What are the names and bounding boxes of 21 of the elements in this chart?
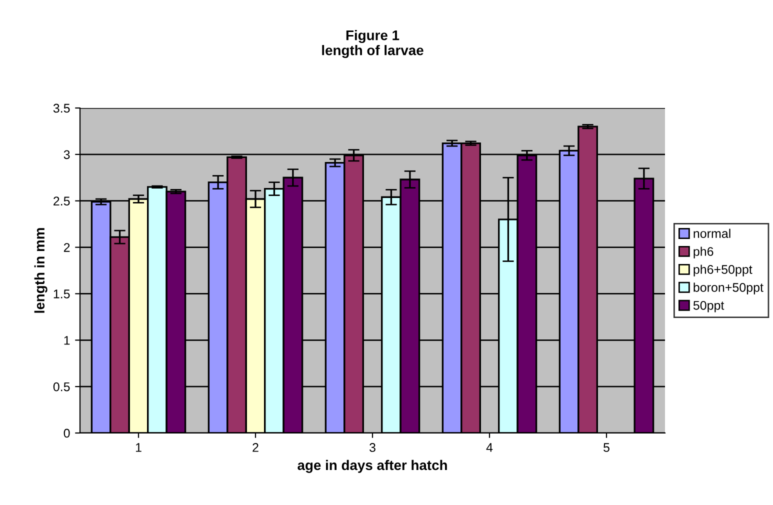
legend-label: normal	[694, 228, 730, 238]
y-tick-label: 3	[64, 150, 70, 160]
legend-label: ph6+50ppt	[694, 264, 752, 276]
legend-label: 50ppt	[693, 300, 724, 312]
chart-title: Figure 1 length of larvae	[322, 30, 424, 58]
x-tick-label: 4	[486, 443, 493, 452]
legend-label: ph6	[694, 246, 714, 258]
y-tick-label: 0.5	[53, 382, 70, 392]
y-tick-label: 2.5	[54, 196, 70, 206]
y-axis-title: length in mm	[34, 228, 48, 313]
y-tick-label: 1	[64, 336, 70, 345]
x-tick-label: 2	[252, 443, 258, 452]
y-tick-label: 3.5	[53, 104, 70, 113]
x-tick-label: 1	[136, 443, 142, 452]
x-tick-label: 3	[370, 443, 376, 452]
x-tick-label: 5	[604, 443, 610, 452]
y-tick-label: 2	[64, 243, 70, 252]
legend-label: boron+50ppt	[694, 282, 764, 294]
y-tick-label: 1.5	[54, 290, 70, 298]
y-tick-label: 0	[64, 428, 70, 438]
x-axis-title: age in days after hatch	[298, 460, 447, 473]
